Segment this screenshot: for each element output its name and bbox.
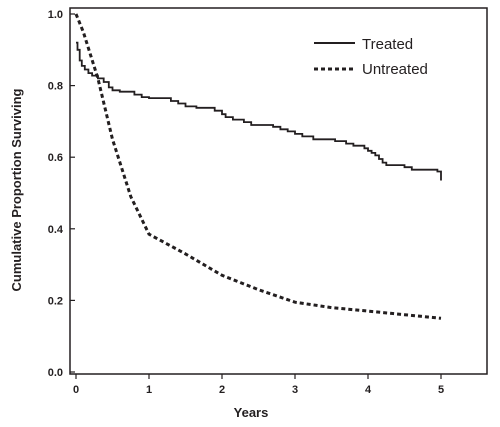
y-tick-label-0: 0.0 xyxy=(48,367,63,379)
x-tick-label-5: 5 xyxy=(438,384,444,396)
y-axis-title: Cumulative Proportion Surviving xyxy=(9,88,24,291)
y-tick-label-4: 0.8 xyxy=(48,81,63,93)
legend-label-untreated: Untreated xyxy=(362,61,428,78)
x-axis: 0 1 2 3 4 5 xyxy=(73,374,444,396)
series-line-untreated xyxy=(74,13,442,320)
legend: Treated Untreated xyxy=(314,36,428,78)
y-tick-label-1: 0.2 xyxy=(48,295,63,307)
x-axis-title: Years xyxy=(234,405,269,420)
x-tick-label-1: 1 xyxy=(146,384,152,396)
x-tick-label-2: 2 xyxy=(219,384,225,396)
series-line-treated xyxy=(76,41,442,181)
x-tick-label-0: 0 xyxy=(73,384,79,396)
y-tick-label-3: 0.6 xyxy=(48,152,63,164)
x-tick-label-3: 3 xyxy=(292,384,298,396)
y-tick-label-5: 1.0 xyxy=(48,9,63,21)
plot-layer xyxy=(74,13,442,320)
y-axis: 0.0 0.2 0.4 0.6 0.8 1.0 xyxy=(48,9,75,379)
y-tick-label-2: 0.4 xyxy=(48,224,64,236)
legend-label-treated: Treated xyxy=(362,36,413,53)
plot-frame xyxy=(69,7,488,375)
x-tick-label-4: 4 xyxy=(365,384,372,396)
